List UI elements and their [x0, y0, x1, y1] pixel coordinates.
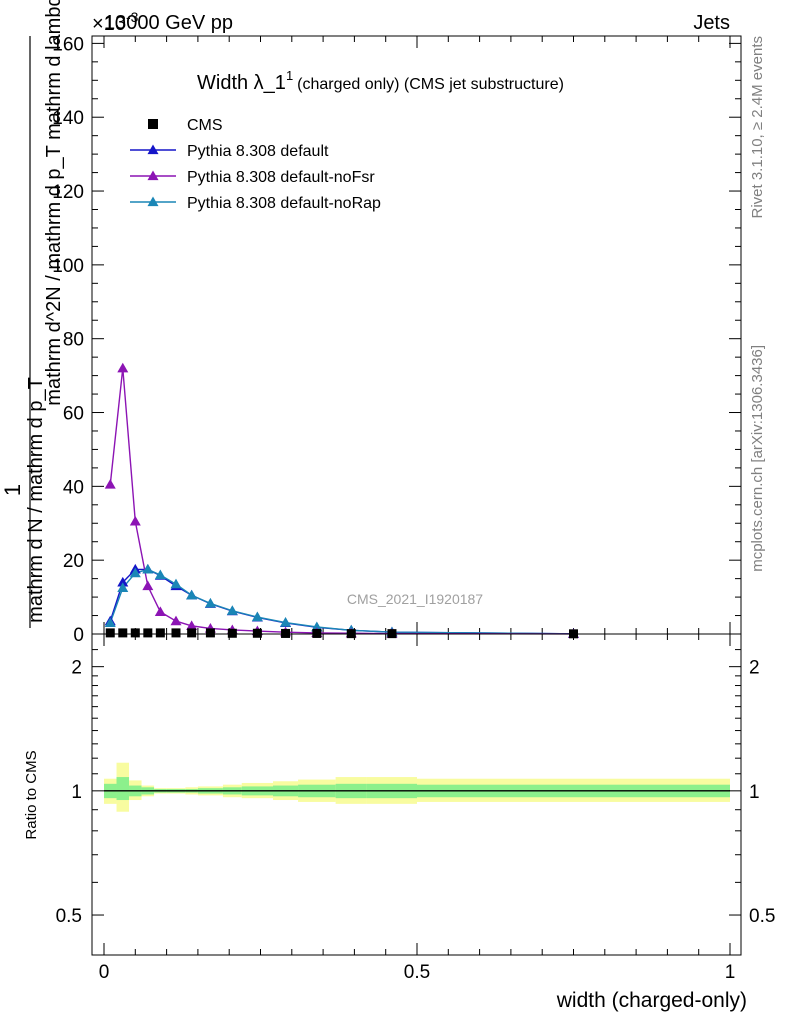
watermark: CMS_2021_I1920187 — [347, 591, 483, 607]
y-tick-label: 140 — [52, 108, 84, 129]
legend-marker-triangle — [147, 196, 159, 207]
ratio-y-tick-label: 2 — [71, 658, 82, 679]
data-point-square — [227, 628, 237, 638]
data-point-triangle — [117, 576, 129, 587]
y-tick-label: 80 — [63, 330, 84, 351]
series-line — [109, 368, 574, 635]
y-tick-label: 20 — [63, 551, 84, 572]
ratio-band-inner — [116, 777, 130, 801]
data-point-triangle — [170, 578, 182, 589]
header-left: 13000 GeV pp — [104, 12, 233, 34]
y-tick-label: 100 — [52, 256, 84, 277]
main-plot-panel: Width λ_11(charged only) (CMS jet substr… — [52, 34, 742, 646]
data-point-square — [171, 628, 181, 638]
data-point-triangle — [104, 617, 116, 628]
data-point-square — [105, 628, 115, 638]
xlabel: width (charged-only) — [556, 989, 747, 1012]
data-point-triangle — [129, 567, 141, 578]
data-point-triangle — [251, 611, 263, 622]
y-tick-label: 60 — [63, 404, 84, 425]
data-point-square — [155, 628, 165, 638]
ratio-y-tick-label-right: 1 — [749, 782, 760, 803]
legend-marker-square — [148, 119, 158, 129]
legend: CMS Pythia 8.308 default Pythia 8.308 defa… — [130, 117, 381, 212]
data-point-square — [130, 628, 140, 638]
ylabel-differential: mathrm d^2N / mathrm d p_T mathrm d lamb… — [43, 0, 65, 406]
data-point-triangle — [142, 580, 154, 591]
data-point-triangle — [154, 606, 166, 616]
data-point-triangle — [117, 362, 129, 373]
ratio-y-tick-label: 1 — [71, 782, 82, 803]
data-point-triangle — [311, 621, 323, 632]
legend-marker-triangle — [147, 144, 159, 155]
data-point-square — [312, 628, 322, 638]
ratio-y-tick-label-right: 0.5 — [749, 906, 775, 927]
data-point-triangle — [154, 569, 166, 580]
ratio-ylabel: Ratio to CMS — [23, 750, 40, 839]
data-point-triangle — [129, 515, 141, 526]
main-ylabel: 1 mathrm d N / mathrm d p_T mathrm d^2N … — [0, 0, 65, 628]
data-point-triangle — [204, 597, 216, 608]
data-point-square — [143, 628, 153, 638]
data-point-triangle — [226, 605, 238, 615]
x-tick-label: 0.5 — [404, 962, 430, 983]
ylabel-numerator: 1 — [0, 484, 25, 496]
data-point-square — [118, 628, 128, 638]
data-point-triangle — [104, 479, 116, 489]
rivet-label: Rivet 3.1.10, ≥ 2.4M events — [749, 36, 766, 219]
main-title: Width λ_11(charged only) (CMS jet substr… — [197, 68, 564, 94]
header-right: Jets — [693, 12, 730, 34]
ratio-plot-panel: 0.5 0.5 1 1 2 2 0 0.5 1 Ratio to CMS width (char… — [23, 633, 775, 1012]
y-tick-label: 0 — [73, 625, 84, 646]
legend-label: Pythia 8.308 default — [187, 143, 329, 160]
x-tick-label: 0 — [99, 962, 110, 983]
legend-marker-triangle — [147, 170, 159, 181]
data-point-triangle — [170, 615, 182, 626]
legend-label: Pythia 8.308 default-noFsr — [187, 169, 375, 186]
y-tick-label: 40 — [63, 477, 84, 498]
data-point-triangle — [186, 620, 198, 631]
data-point-triangle — [280, 617, 292, 627]
mcplots-label: mcplots.cern.ch [arXiv:1306.3436] — [749, 345, 766, 572]
y-tick-label: 120 — [52, 182, 84, 203]
data-point-square — [187, 628, 197, 638]
ratio-y-tick-label: 0.5 — [56, 906, 82, 927]
data-point-square — [281, 628, 291, 638]
data-point-triangle — [117, 582, 129, 592]
data-point-square — [205, 628, 215, 638]
header-exponent: ×10-3 — [92, 9, 139, 35]
y-tick-label: 160 — [52, 34, 84, 55]
data-point-triangle — [186, 589, 198, 600]
ratio-y-tick-label-right: 2 — [749, 658, 760, 679]
data-point-square — [252, 628, 262, 638]
ylabel-denominator: mathrm d N / mathrm d p_T — [25, 377, 47, 623]
x-tick-label: 1 — [725, 962, 736, 983]
legend-label: Pythia 8.308 default-noRap — [187, 195, 381, 212]
legend-label: CMS — [187, 117, 223, 134]
data-point-triangle — [142, 563, 154, 574]
